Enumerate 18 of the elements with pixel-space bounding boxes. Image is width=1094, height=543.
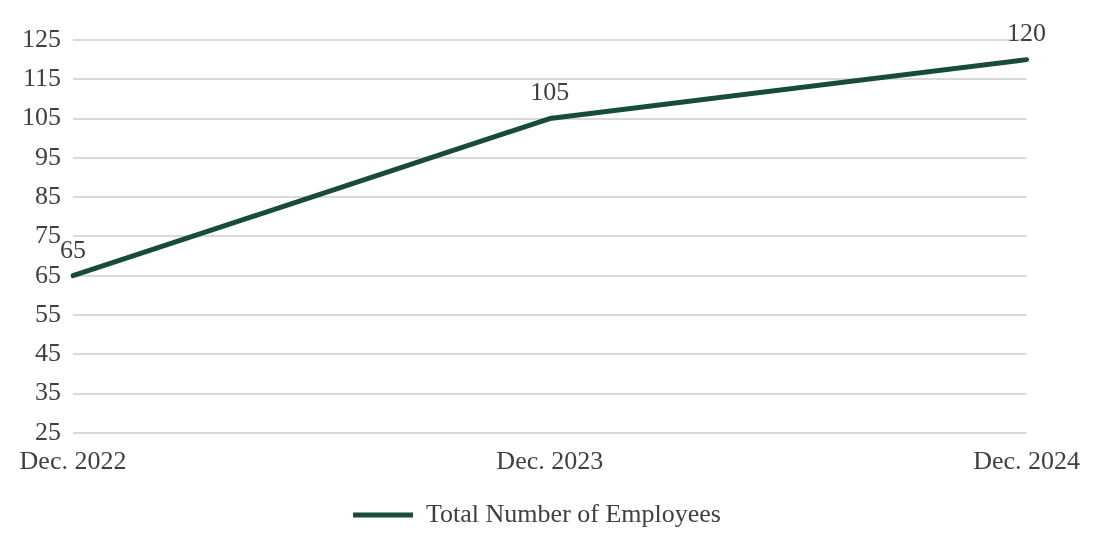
y-tick-label: 25 — [35, 416, 61, 446]
data-label: 105 — [530, 77, 570, 107]
x-tick-label: Dec. 2022 — [19, 446, 127, 476]
x-tick-label: Dec. 2023 — [496, 446, 604, 476]
y-tick-label: 95 — [35, 141, 61, 171]
y-tick-label: 105 — [22, 102, 61, 132]
y-tick-label: 115 — [22, 63, 61, 93]
y-tick-label: 125 — [22, 23, 61, 53]
legend-label: Total Number of Employees — [426, 498, 721, 528]
y-tick-label: 65 — [35, 259, 61, 289]
y-tick-label: 85 — [35, 180, 61, 210]
data-label: 65 — [60, 234, 86, 264]
data-label: 120 — [1007, 18, 1047, 48]
y-tick-label: 75 — [35, 220, 61, 250]
x-tick-label: Dec. 2024 — [973, 446, 1080, 476]
y-tick-label: 45 — [35, 338, 61, 368]
y-tick-label: 35 — [35, 377, 61, 407]
y-tick-label: 55 — [35, 298, 61, 328]
